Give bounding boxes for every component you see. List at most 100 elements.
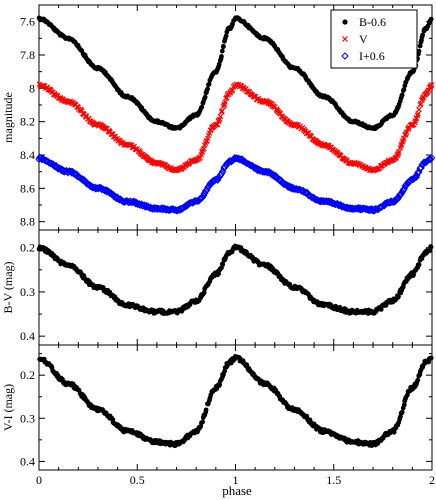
data-point	[223, 33, 229, 39]
legend-marker	[341, 52, 349, 60]
data-point	[429, 82, 435, 88]
data-point	[395, 150, 402, 156]
data-point	[202, 94, 208, 100]
data-point	[428, 244, 434, 250]
data-point	[411, 272, 417, 277]
data-point	[217, 382, 223, 388]
data-point	[412, 119, 418, 126]
series-points	[37, 353, 434, 449]
data-point	[271, 171, 280, 180]
legend-marker	[342, 19, 348, 25]
data-point	[395, 294, 401, 299]
y-tick-label: 7.6	[20, 15, 35, 29]
x-tick-label: 0.5	[130, 473, 145, 487]
x-tick-label: 0	[36, 473, 42, 487]
data-point	[398, 143, 404, 149]
data-point	[401, 87, 407, 93]
x-axis-title: phase	[222, 483, 252, 498]
legend-label: V	[359, 32, 368, 46]
data-point	[220, 262, 226, 267]
y-tick-label: 0.2	[20, 241, 35, 255]
data-point	[204, 135, 211, 142]
data-point	[426, 155, 435, 164]
data-point	[428, 355, 434, 361]
data-point	[428, 16, 434, 22]
x-tick-label: 2	[429, 473, 435, 487]
data-point	[159, 204, 167, 212]
data-point	[247, 91, 254, 98]
data-point	[203, 407, 209, 413]
series-I+0.6	[35, 153, 436, 215]
data-point	[229, 87, 236, 93]
y-tick-label: 0.2	[20, 368, 35, 382]
data-point	[414, 112, 421, 119]
panel-3: 0 0.5 1 1.5 2 0.2 0.3 0.4 V-I (mag)	[1, 344, 435, 487]
legend-marker	[342, 36, 348, 42]
data-point	[400, 137, 407, 143]
data-point	[399, 92, 405, 98]
data-point	[293, 185, 301, 194]
data-point	[403, 129, 410, 135]
data-point	[399, 409, 405, 415]
y-tick-label: 0.3	[20, 411, 35, 425]
data-point	[401, 402, 407, 408]
y-tick-label: 0.3	[20, 285, 35, 299]
y-tick-label: 8.2	[20, 115, 35, 129]
panel-1: 7.6 7.8 8 8.2 8.4 8.6 8.8 magnitude B-0.6 V I+0.6	[1, 4, 436, 231]
x-tick-label: 1.5	[326, 473, 341, 487]
x-tick-label: 1	[233, 473, 239, 487]
data-point	[403, 130, 409, 137]
data-point	[416, 106, 422, 113]
data-point	[219, 109, 225, 115]
data-point	[416, 48, 422, 54]
data-point	[206, 81, 212, 87]
y-tick-label: 8	[29, 81, 35, 95]
data-point	[217, 113, 224, 120]
data-point	[94, 184, 102, 193]
legend-label: B-0.6	[359, 15, 386, 29]
data-point	[214, 121, 221, 128]
data-point	[398, 414, 403, 420]
y-axis-title: B-V (mag)	[1, 261, 15, 313]
data-point	[200, 419, 206, 425]
data-point	[420, 32, 426, 38]
data-point	[370, 207, 379, 215]
y-tick-label: 7.8	[20, 48, 35, 62]
y-tick-label: 8.4	[20, 148, 35, 162]
y-tick-label: 0.4	[20, 329, 35, 343]
data-point	[60, 166, 68, 175]
y-tick-label: 0.4	[20, 454, 35, 468]
y-tick-label: 8.6	[20, 181, 35, 195]
data-point	[396, 148, 402, 155]
data-point	[392, 195, 400, 203]
data-point	[217, 170, 226, 178]
data-point	[427, 154, 436, 162]
y-axis-title: V-I (mag)	[1, 384, 15, 431]
data-point	[219, 108, 225, 114]
y-tick-label: 8.8	[20, 215, 35, 229]
data-point	[417, 43, 423, 49]
series-B-0.6	[36, 15, 434, 132]
y-axis-title: magnitude	[1, 92, 15, 143]
series-V	[36, 81, 435, 174]
legend: B-0.6 V I+0.6	[330, 9, 418, 69]
data-point	[415, 111, 421, 117]
panel-2: 0.2 0.3 0.4 B-V (mag)	[1, 229, 434, 346]
data-point	[220, 44, 226, 50]
data-point	[401, 135, 407, 142]
data-point	[222, 368, 228, 374]
data-point	[199, 104, 205, 110]
data-point	[413, 115, 420, 122]
data-point	[411, 173, 419, 182]
data-point	[45, 159, 53, 167]
data-point	[219, 54, 224, 59]
series-points	[36, 243, 434, 316]
data-point	[205, 86, 210, 92]
legend-label: I+0.6	[359, 49, 385, 63]
data-point	[416, 262, 422, 268]
data-point	[201, 290, 207, 295]
data-point	[274, 106, 280, 112]
data-point	[219, 48, 225, 54]
data-point	[415, 377, 421, 383]
